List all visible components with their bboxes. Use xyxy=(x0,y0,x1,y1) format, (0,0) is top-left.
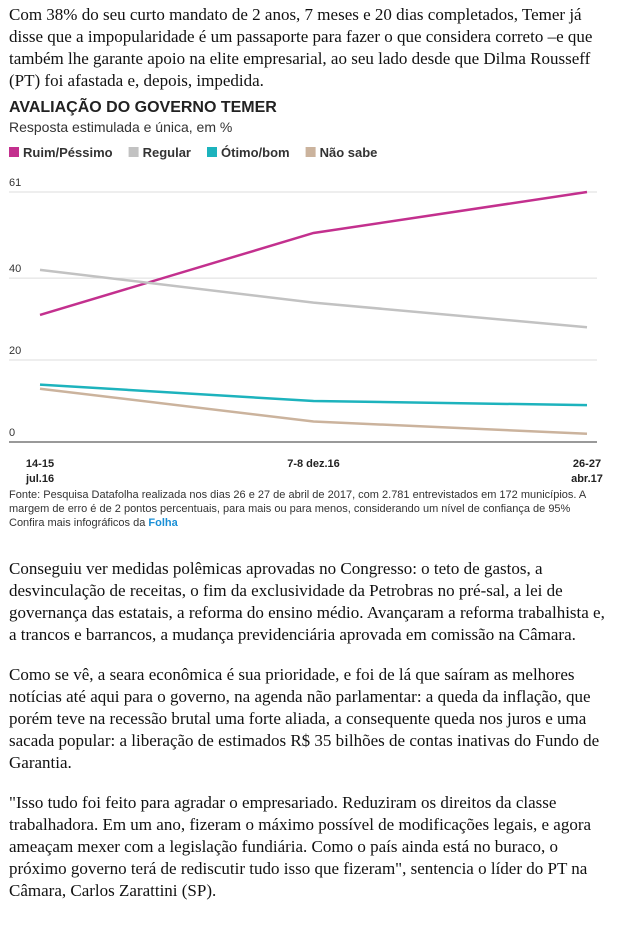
y-tick-label: 61 xyxy=(9,177,21,189)
chart-subtitle: Resposta estimulada e única, em % xyxy=(9,119,232,135)
chart-title: AVALIAÇÃO DO GOVERNO TEMER xyxy=(9,96,277,116)
legend-swatch xyxy=(305,147,316,157)
legend-label: Ruim/Péssimo xyxy=(23,145,113,160)
x-tick-label: 26-27 abr.17 xyxy=(571,458,603,485)
legend-label: Regular xyxy=(143,145,191,160)
credit-link[interactable]: Folha xyxy=(148,517,178,529)
credit-text: Confira mais infográficos da xyxy=(9,517,146,529)
article: Com 38% do seu curto mandato de 2 anos, … xyxy=(0,4,624,902)
legend-swatch xyxy=(9,147,19,157)
legend-swatch xyxy=(207,147,217,157)
paragraph: Como se vê, a seara econômica é sua prio… xyxy=(9,665,600,772)
legend-label: Ótimo/bom xyxy=(221,145,290,160)
data-line xyxy=(39,383,588,407)
credit: Confira mais infográficos da Folha xyxy=(9,516,615,530)
x-tick-label: 14-15 jul.16 xyxy=(25,458,54,485)
data-line xyxy=(39,190,588,317)
legend-swatch xyxy=(128,147,139,157)
legend-label: Não sabe xyxy=(320,145,378,160)
y-tick-label: 40 xyxy=(9,263,21,275)
data-line xyxy=(39,387,588,436)
x-tick-label: 7-8 dez.16 xyxy=(287,458,340,470)
paragraph: Conseguiu ver medidas polêmicas aprovada… xyxy=(9,559,605,644)
chart: AVALIAÇÃO DO GOVERNO TEMER Resposta estim… xyxy=(9,96,603,485)
data-line xyxy=(39,268,588,329)
y-tick-label: 0 xyxy=(9,427,15,439)
page: {"paragraphs": [ "Com 38% do seu curto m… xyxy=(0,4,624,930)
paragraph: "Isso tudo foi feito para agradar o empr… xyxy=(9,793,592,900)
paragraph: Com 38% do seu curto mandato de 2 anos, … xyxy=(9,5,593,90)
source-text: Fonte: Pesquisa Datafolha realizada nos … xyxy=(9,489,586,515)
chart-source: Fonte: Pesquisa Datafolha realizada nos … xyxy=(9,488,615,530)
y-tick-label: 20 xyxy=(9,345,21,357)
